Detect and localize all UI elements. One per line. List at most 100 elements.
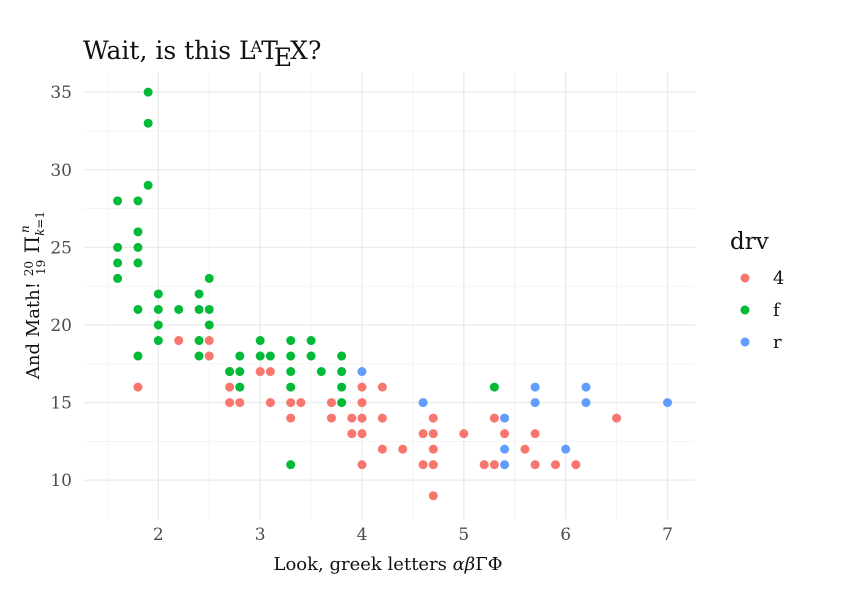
x-tick-label: 7 <box>662 525 673 545</box>
y-label-fraction-num: 20 <box>22 261 36 276</box>
data-point-f <box>265 351 275 361</box>
data-point-r <box>500 460 510 470</box>
data-point-f <box>489 382 499 392</box>
data-point-4 <box>265 367 275 377</box>
x-tick-label: 6 <box>560 525 571 545</box>
legend-key-r <box>740 337 750 347</box>
data-point-f <box>133 351 143 361</box>
legend-key-4 <box>740 273 750 283</box>
data-point-4 <box>550 460 560 470</box>
data-point-4 <box>357 398 367 408</box>
data-point-f <box>306 351 316 361</box>
data-point-f <box>133 258 143 268</box>
x-label-greek: αβ <box>453 554 476 575</box>
legend-label-4: 4 <box>773 268 784 289</box>
x-tick-label: 4 <box>357 525 368 545</box>
data-point-4 <box>296 398 306 408</box>
data-point-f <box>337 367 347 377</box>
data-point-4 <box>286 413 296 423</box>
data-point-4 <box>347 413 357 423</box>
data-point-4 <box>489 460 499 470</box>
data-point-f <box>225 367 235 377</box>
y-tick-label: 20 <box>50 316 72 336</box>
data-point-4 <box>265 398 275 408</box>
data-point-f <box>133 304 143 314</box>
data-point-f <box>337 382 347 392</box>
data-point-r <box>581 382 591 392</box>
data-point-f <box>194 289 204 299</box>
data-point-4 <box>500 429 510 439</box>
data-point-4 <box>459 429 469 439</box>
data-point-f <box>204 304 214 314</box>
data-point-f <box>133 227 143 237</box>
data-point-f <box>153 320 163 330</box>
data-point-f <box>286 460 296 470</box>
data-point-4 <box>225 382 235 392</box>
data-point-f <box>133 196 143 206</box>
data-point-f <box>316 367 326 377</box>
data-point-4 <box>571 460 581 470</box>
title-part-e: E <box>274 43 292 72</box>
data-point-f <box>153 289 163 299</box>
y-label-text: And Math! <box>23 276 44 380</box>
data-point-4 <box>520 444 530 454</box>
title-part-t: T <box>261 36 278 65</box>
data-point-4 <box>204 336 214 346</box>
data-point-4 <box>347 429 357 439</box>
data-point-4 <box>174 336 184 346</box>
data-point-f <box>143 118 153 128</box>
y-tick-label: 25 <box>50 238 72 258</box>
data-point-4 <box>428 413 438 423</box>
data-point-4 <box>428 460 438 470</box>
data-points <box>113 87 673 501</box>
data-point-4 <box>418 429 428 439</box>
y-tick-labels: 10 15 20 25 30 35 <box>50 83 72 491</box>
y-label-sub-rest: =1 <box>33 211 47 229</box>
data-point-f <box>204 273 214 283</box>
y-label-sub: k <box>33 229 47 236</box>
legend: drv 4 fr <box>730 229 784 353</box>
data-point-4 <box>326 398 336 408</box>
y-tick-label: 10 <box>50 471 72 491</box>
data-point-4 <box>428 444 438 454</box>
data-point-f <box>113 242 123 252</box>
x-label-greek-upper: ΓΦ <box>475 554 502 575</box>
data-point-f <box>204 320 214 330</box>
legend-label-r: r <box>773 332 782 353</box>
data-point-4 <box>428 491 438 501</box>
data-point-4 <box>530 429 540 439</box>
data-point-f <box>174 304 184 314</box>
data-point-4 <box>286 398 296 408</box>
title-part-x: X? <box>290 36 321 65</box>
data-point-r <box>500 413 510 423</box>
data-point-4 <box>398 444 408 454</box>
data-point-f <box>153 336 163 346</box>
data-point-f <box>235 367 245 377</box>
data-point-r <box>357 367 367 377</box>
data-point-f <box>113 258 123 268</box>
x-tick-label: 2 <box>153 525 164 545</box>
data-point-4 <box>357 382 367 392</box>
data-point-4 <box>225 398 235 408</box>
data-point-4 <box>133 382 143 392</box>
data-point-f <box>194 304 204 314</box>
legend-title: drv <box>730 229 769 255</box>
data-point-4 <box>204 351 214 361</box>
data-point-r <box>500 444 510 454</box>
data-point-f <box>255 351 265 361</box>
grid <box>84 72 695 519</box>
data-point-r <box>530 382 540 392</box>
data-point-f <box>194 336 204 346</box>
data-point-4 <box>479 460 489 470</box>
data-point-f <box>286 367 296 377</box>
data-point-f <box>235 382 245 392</box>
data-point-4 <box>530 460 540 470</box>
data-point-4 <box>357 460 367 470</box>
x-tick-label: 5 <box>458 525 469 545</box>
title-part-a: A <box>250 37 263 56</box>
x-label-text: Look, greek letters <box>274 554 453 575</box>
data-point-r <box>581 398 591 408</box>
data-point-4 <box>357 429 367 439</box>
data-point-f <box>235 351 245 361</box>
y-axis-label: And Math! 2019 Πk=1n <box>18 211 48 380</box>
